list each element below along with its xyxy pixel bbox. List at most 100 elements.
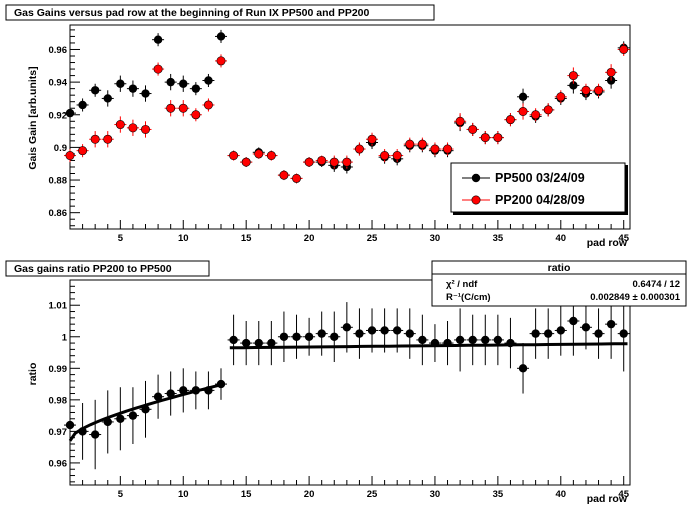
data-point: [166, 389, 175, 398]
data-point: [493, 133, 503, 143]
x-tick-label: 25: [367, 233, 378, 244]
top-plot-frame: [69, 24, 631, 230]
data-point: [90, 430, 100, 439]
y-tick-label: 0.86: [49, 208, 68, 219]
data-point: [90, 134, 100, 144]
x-tick-label: 5: [118, 233, 124, 244]
data-point: [493, 335, 503, 345]
plot-frame-border: [69, 24, 631, 230]
x-tick-label: 20: [304, 489, 315, 500]
data-point: [191, 84, 201, 93]
data-point: [518, 92, 528, 102]
data-point: [606, 319, 616, 329]
y-tick-label: 1.01: [49, 301, 68, 312]
top-data-marks: [64, 29, 630, 184]
data-point: [481, 335, 490, 345]
data-point: [581, 323, 591, 332]
data-point: [153, 392, 163, 401]
data-point: [204, 76, 213, 85]
plot-frame-border: [69, 279, 631, 486]
data-point: [254, 338, 263, 348]
bottom-x-axis-label: pad row: [587, 493, 628, 505]
x-tick-label: 15: [241, 489, 252, 500]
data-point: [317, 155, 327, 165]
data-point: [468, 335, 477, 345]
data-point: [103, 417, 112, 427]
x-tick-label: 40: [555, 233, 566, 244]
data-point: [568, 71, 578, 81]
legend-label-pp200: PP200 04/28/09: [495, 193, 585, 207]
x-tick-label: 10: [178, 489, 189, 500]
data-point: [594, 329, 603, 338]
data-point: [116, 79, 125, 88]
data-point: [430, 144, 440, 154]
data-point: [153, 35, 163, 44]
data-point: [480, 133, 490, 143]
data-point: [455, 335, 465, 345]
data-point: [380, 151, 390, 161]
data-point: [367, 326, 377, 335]
data-point: [304, 157, 314, 167]
y-tick-label: 0.9: [54, 143, 67, 154]
stats-box: ratio χ² / ndf 0.6474 / 12 R⁻¹(C/cm) 0.0…: [431, 260, 687, 307]
y-tick-label: 0.97: [49, 427, 68, 438]
x-tick-label: 20: [304, 233, 315, 244]
data-point: [128, 84, 138, 93]
data-point: [229, 151, 239, 161]
data-point: [606, 67, 616, 77]
top-chart-title: Gas Gains versus pad row at the beginnin…: [14, 7, 370, 19]
bottom-data-marks: [64, 286, 630, 470]
data-point: [392, 151, 402, 161]
data-point: [594, 85, 604, 95]
data-point: [531, 110, 541, 120]
data-point: [179, 386, 188, 395]
stats-chi2-label: χ² / ndf: [446, 279, 478, 290]
data-point: [380, 326, 389, 335]
data-point: [65, 151, 75, 161]
data-point: [203, 100, 213, 110]
data-point: [266, 151, 276, 161]
stats-box-title: ratio: [548, 262, 571, 274]
data-point: [556, 326, 565, 335]
fit-segment: [229, 342, 628, 350]
data-point: [619, 44, 629, 54]
bottom-chart-title-box: [5, 260, 210, 277]
x-tick-label: 40: [555, 489, 566, 500]
data-point: [166, 103, 176, 113]
data-point: [531, 329, 540, 338]
data-point: [166, 77, 175, 87]
top-chart-title-box: [5, 4, 435, 21]
data-point: [430, 338, 440, 348]
legend-marker-pp200: [471, 195, 481, 205]
top-y-axis-label: Gais Gain [arb.units]: [27, 66, 39, 169]
data-point: [216, 379, 226, 389]
data-point: [115, 120, 125, 130]
data-point: [544, 329, 553, 338]
x-tick-label: 30: [430, 233, 441, 244]
data-point: [128, 123, 138, 133]
data-point: [518, 106, 528, 116]
fit-curve: [68, 342, 628, 442]
data-point: [216, 32, 226, 41]
data-point: [254, 149, 264, 159]
data-point: [153, 64, 163, 74]
x-tick-label: 45: [618, 489, 629, 500]
bottom-plot-frame: [69, 279, 631, 486]
stats-chi2-value: 0.6474 / 12: [632, 279, 680, 290]
data-point: [392, 326, 402, 335]
x-tick-label: 25: [367, 489, 378, 500]
top-x-axis-label: pad row: [587, 237, 628, 249]
data-point: [141, 124, 151, 134]
data-point: [141, 89, 150, 98]
data-point: [354, 144, 364, 154]
y-tick-label: 1: [62, 332, 68, 343]
x-tick-label: 30: [430, 489, 441, 500]
x-tick-label: 5: [118, 489, 124, 500]
data-point: [241, 157, 251, 167]
data-point: [204, 386, 213, 395]
data-point: [581, 85, 591, 95]
data-point: [78, 100, 87, 110]
data-point: [417, 139, 427, 149]
stats-param-value: 0.002849 ± 0.000301: [590, 292, 680, 303]
